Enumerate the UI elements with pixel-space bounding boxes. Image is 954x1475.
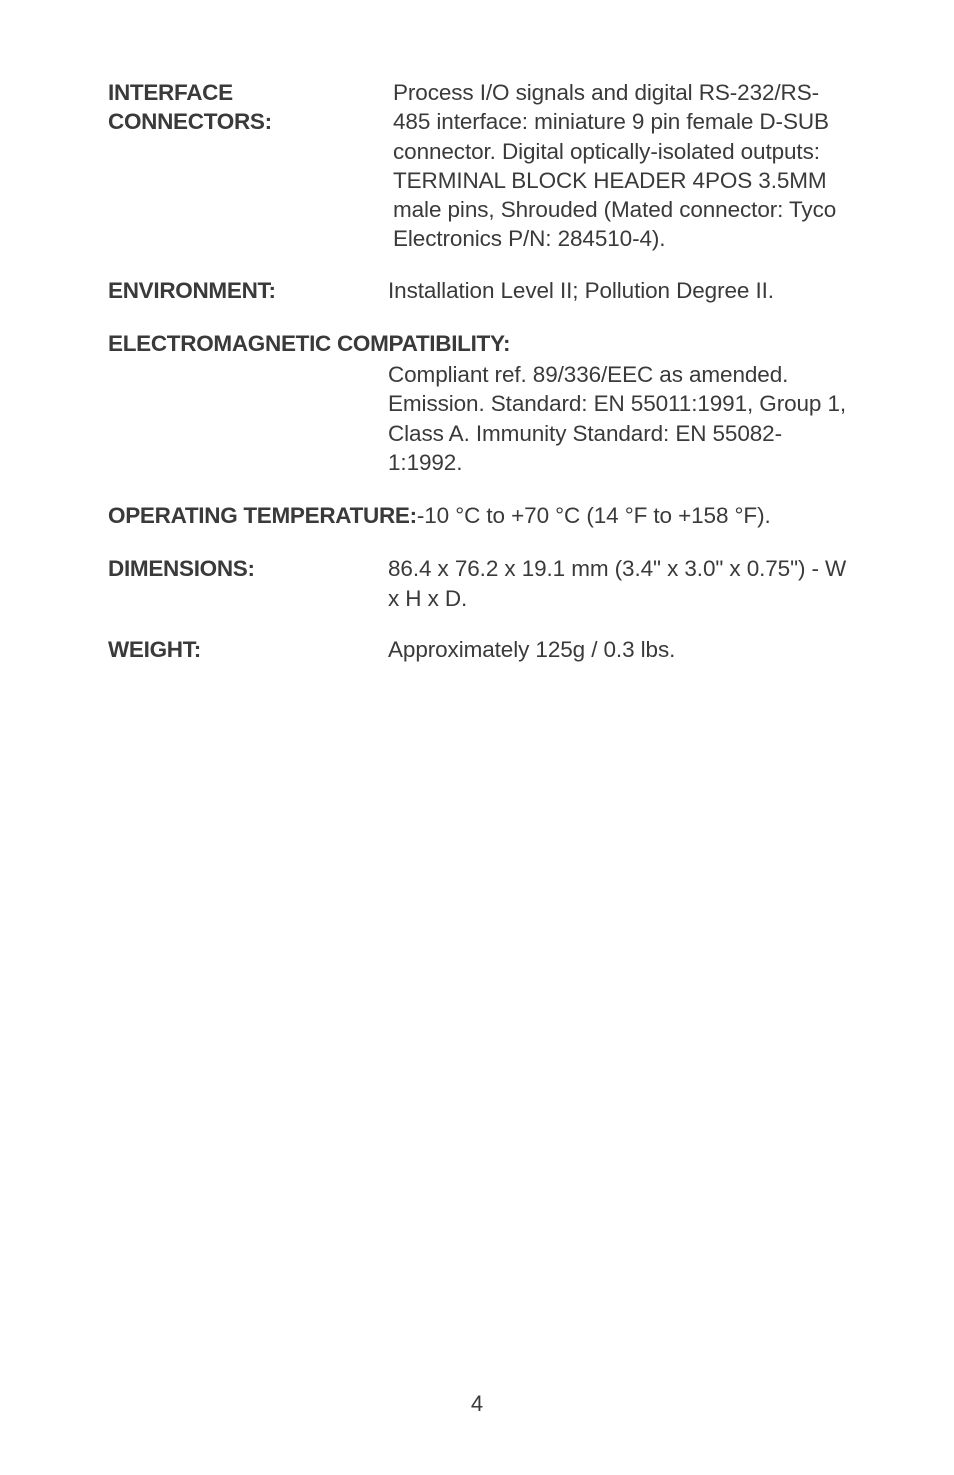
spec-label-dimensions: DIMENSIONS: bbox=[108, 554, 388, 613]
spec-value-operating-temp: -10 °C to +70 °C (14 °F to +158 °F). bbox=[417, 501, 771, 530]
spec-value-environment: Installation Level II; Pollution Degree … bbox=[388, 276, 774, 305]
spec-label-interface: INTERFACE CONNECTORS: bbox=[108, 78, 393, 254]
spec-value-emc: Compliant ref. 89/336/EEC as amended. Em… bbox=[388, 360, 854, 477]
spec-emc: ELECTROMAGNETIC COMPATIBILITY: Compliant… bbox=[108, 329, 854, 477]
spec-value-dimensions: 86.4 x 76.2 x 19.1 mm (3.4" x 3.0" x 0.7… bbox=[388, 554, 854, 613]
spec-environment: ENVIRONMENT: Installation Level II; Poll… bbox=[108, 276, 854, 305]
spec-label-weight: WEIGHT: bbox=[108, 635, 388, 664]
spec-interface-connectors: INTERFACE CONNECTORS: Process I/O signal… bbox=[108, 78, 854, 254]
spec-operating-temperature: OPERATING TEMPERATURE: -10 °C to +70 °C … bbox=[108, 501, 854, 530]
spec-weight: WEIGHT: Approximately 125g / 0.3 lbs. bbox=[108, 635, 854, 664]
spec-value-weight: Approximately 125g / 0.3 lbs. bbox=[388, 635, 675, 664]
spec-label-environment: ENVIRONMENT: bbox=[108, 276, 388, 305]
spec-label-emc: ELECTROMAGNETIC COMPATIBILITY: bbox=[108, 329, 854, 358]
spec-value-interface: Process I/O signals and digital RS-232/R… bbox=[393, 78, 854, 254]
spec-label-operating-temp: OPERATING TEMPERATURE: bbox=[108, 501, 417, 530]
spec-dimensions: DIMENSIONS: 86.4 x 76.2 x 19.1 mm (3.4" … bbox=[108, 554, 854, 613]
page-number: 4 bbox=[0, 1391, 954, 1417]
